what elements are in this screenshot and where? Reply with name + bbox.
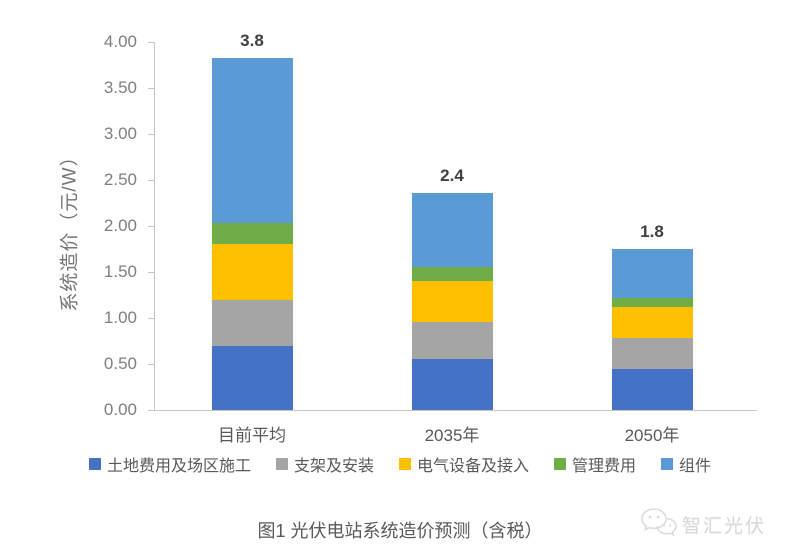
y-tick-label: 3.50	[103, 78, 137, 97]
bar-segment	[211, 345, 293, 410]
bar-total-label: 2.4	[440, 165, 464, 185]
bar-segment	[211, 57, 293, 224]
legend-swatch	[554, 458, 566, 470]
x-category-label: 目前平均	[218, 426, 286, 445]
bar-segment	[411, 321, 493, 360]
bar-segment	[411, 359, 493, 410]
y-tick-label: 2.50	[103, 170, 137, 189]
x-category-label: 2035年	[424, 426, 480, 445]
wechat-chat-bubbles-icon	[640, 506, 678, 543]
legend-swatch	[398, 458, 411, 470]
y-tick-mark	[148, 364, 155, 365]
chart-caption: 图1 光伏电站系统造价预测（含税）	[257, 521, 543, 541]
y-axis-title: 系统造价（元/W）	[59, 146, 81, 312]
y-tick-mark	[148, 180, 155, 181]
legend-label: 土地费用及场区施工	[106, 458, 251, 475]
legend-item: 支架及安装	[275, 452, 374, 476]
legend-item: 电气设备及接入	[398, 452, 529, 476]
x-category-label: 2050年	[624, 426, 680, 445]
legend: 土地费用及场区施工 支架及安装 电气设备及接入 管理费用 组件	[0, 452, 800, 476]
y-tick-label: 2.00	[103, 216, 137, 235]
bar-total-label: 3.8	[240, 30, 264, 50]
bar-segment	[411, 281, 493, 322]
y-tick-label: 4.00	[103, 32, 137, 51]
legend-item: 土地费用及场区施工	[88, 452, 251, 476]
y-tick-mark	[148, 272, 155, 273]
legend-label: 管理费用	[572, 458, 637, 475]
bar-segment	[611, 297, 693, 307]
y-tick-mark	[148, 410, 155, 411]
y-tick-mark	[148, 226, 155, 227]
bar-segment	[411, 192, 493, 268]
legend-swatch	[275, 458, 288, 470]
y-tick-mark	[148, 42, 155, 43]
bar-segment	[611, 306, 693, 339]
bar-segment	[211, 223, 293, 245]
watermark: 智汇光伏	[640, 506, 766, 543]
y-tick-mark	[148, 88, 155, 89]
legend-item: 管理费用	[554, 452, 636, 476]
bar-total-label: 1.8	[640, 222, 664, 241]
bar-segment	[611, 249, 693, 298]
legend-label: 组件	[679, 458, 712, 475]
y-tick-mark	[148, 318, 155, 319]
y-tick-label: 1.50	[103, 262, 137, 281]
x-axis-line	[148, 410, 757, 411]
watermark-text: 智汇光伏	[681, 516, 766, 537]
bar-segment	[611, 338, 693, 369]
legend-label: 支架及安装	[293, 458, 374, 475]
y-tick-label: 1.00	[103, 308, 137, 327]
bar-segment	[211, 244, 293, 300]
legend-item: 组件	[661, 452, 711, 476]
y-tick-mark	[148, 134, 155, 135]
bar-segment	[411, 267, 493, 282]
y-tick-label: 3.00	[103, 124, 137, 143]
bar-segment	[611, 368, 693, 410]
legend-label: 电气设备及接入	[416, 458, 529, 475]
legend-swatch	[88, 458, 101, 470]
legend-swatch	[661, 458, 674, 470]
bar-segment	[211, 299, 293, 346]
y-tick-label: 0.50	[103, 354, 137, 373]
y-tick-label: 0.00	[103, 400, 137, 419]
